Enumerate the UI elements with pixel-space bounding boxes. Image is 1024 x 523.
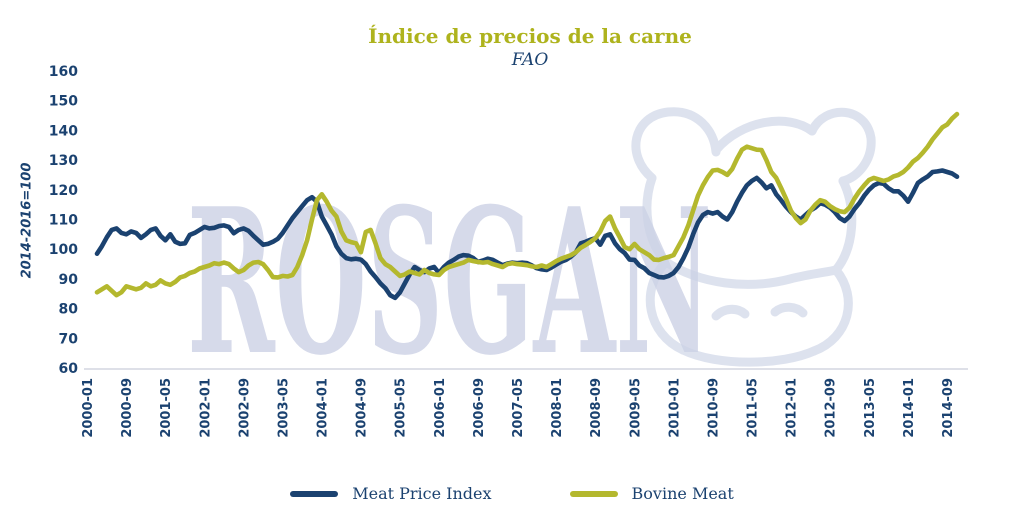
rosgan-watermark-text: ROSGAN bbox=[187, 165, 712, 400]
y-tick-label: 120 bbox=[49, 183, 78, 199]
x-tick-label: 2004-09 bbox=[355, 378, 370, 438]
bovine-meat-swatch bbox=[569, 490, 618, 497]
y-tick-label: 150 bbox=[49, 94, 78, 110]
x-tick-label: 2006-01 bbox=[433, 378, 448, 438]
x-tick-label: 2013-05 bbox=[863, 378, 878, 438]
x-tick-label: 2012-09 bbox=[824, 378, 839, 438]
y-tick-label: 90 bbox=[59, 272, 79, 288]
x-tick-label: 2004-01 bbox=[316, 378, 331, 438]
x-tick-label: 2000-09 bbox=[120, 378, 135, 438]
line-bovine-meat bbox=[94, 111, 960, 298]
legend-label: Bovine Meat bbox=[631, 484, 734, 503]
chart-subtitle: FAO bbox=[511, 50, 549, 70]
meat-price-index-swatch bbox=[290, 490, 339, 497]
y-tick-label: 160 bbox=[49, 64, 78, 80]
legend: Meat Price Index Bovine Meat bbox=[0, 484, 1024, 503]
x-tick-label: 2010-01 bbox=[667, 378, 682, 438]
y-tick-label: 110 bbox=[49, 213, 78, 229]
legend-label: Meat Price Index bbox=[352, 484, 492, 503]
y-tick-label: 70 bbox=[59, 331, 79, 347]
y-tick-label: 80 bbox=[59, 302, 79, 318]
y-axis-label: 2014-2016=100 bbox=[19, 162, 35, 279]
x-tick-label: 2009-05 bbox=[628, 378, 643, 438]
x-tick-label: 2014-09 bbox=[941, 378, 956, 438]
x-tick-label: 2001-05 bbox=[159, 378, 174, 438]
y-tick-label: 140 bbox=[49, 123, 78, 139]
x-tick-label: 2008-09 bbox=[589, 378, 604, 438]
x-tick-label: 2000-01 bbox=[81, 378, 96, 438]
legend-item-bovine-meat: Bovine Meat bbox=[569, 484, 734, 503]
legend-item-meat-price-index: Meat Price Index bbox=[290, 484, 492, 503]
x-tick-label: 2014-01 bbox=[902, 378, 917, 438]
x-tick-label: 2007-05 bbox=[511, 378, 526, 438]
x-tick-label: 2010-09 bbox=[706, 378, 721, 438]
x-tick-label: 2002-01 bbox=[198, 378, 213, 438]
x-tick-label: 2002-09 bbox=[237, 378, 252, 438]
y-tick-label: 130 bbox=[49, 153, 78, 169]
y-tick-label: 60 bbox=[59, 361, 79, 377]
x-tick-label: 2003-05 bbox=[276, 378, 291, 438]
x-tick-label: 2005-05 bbox=[394, 378, 409, 438]
y-tick-label: 100 bbox=[49, 242, 78, 258]
x-tick-label: 2008-01 bbox=[550, 378, 565, 438]
chart-title: Índice de precios de la carne bbox=[368, 24, 692, 48]
x-tick-label: 2006-09 bbox=[472, 378, 487, 438]
x-tick-label: 2012-01 bbox=[785, 378, 800, 438]
x-tick-label: 2011-05 bbox=[746, 378, 761, 438]
